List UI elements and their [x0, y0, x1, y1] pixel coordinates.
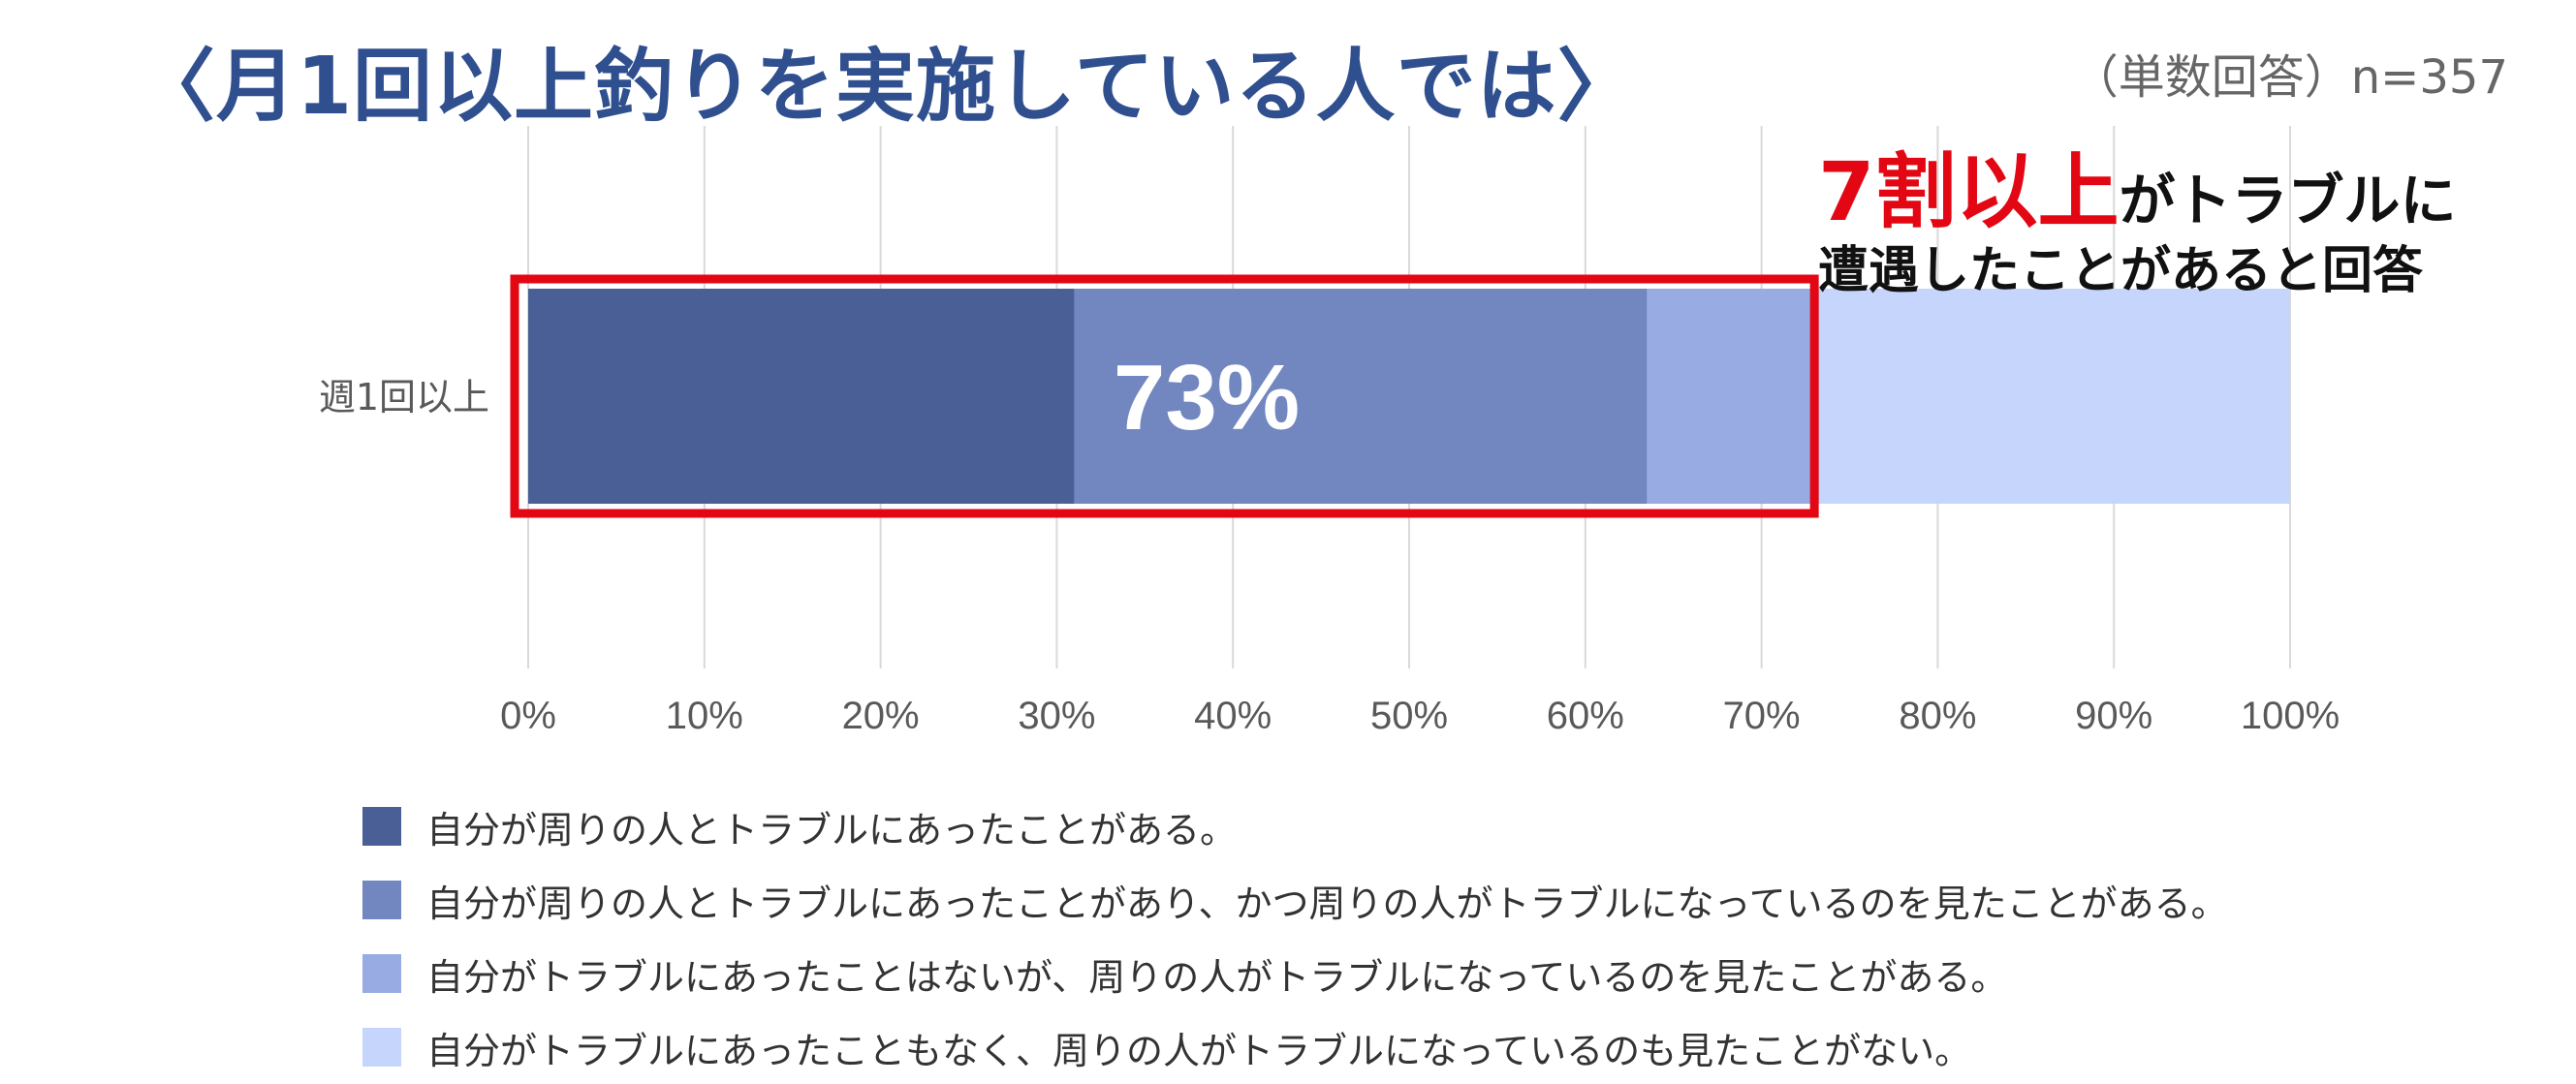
sample-size-note: （単数回答）n=357	[2071, 50, 2508, 105]
legend-label: 自分が周りの人とトラブルにあったことがあり、かつ周りの人がトラブルになっているの…	[426, 882, 2228, 925]
x-tick-label: 50%	[1370, 695, 1448, 737]
x-tick-label: 80%	[1899, 695, 1976, 737]
x-tick-label: 90%	[2075, 695, 2152, 737]
bar-segment-2	[1074, 289, 1648, 504]
x-axis-ticks: 0% 10% 20% 30% 40% 50% 60% 70% 80% 90% 100%	[500, 695, 2340, 737]
annotations: 73%	[510, 274, 1819, 518]
callout-annotation: 7割以上がトラブルに 遭遇したことがあると回答	[1818, 145, 2456, 300]
x-tick-label: 70%	[1723, 695, 1801, 737]
bar-segments	[528, 289, 2290, 504]
bar-segment-3	[1647, 289, 1815, 504]
callout-highlight: 7割以上	[1818, 144, 2120, 239]
legend-swatch	[362, 1028, 401, 1067]
category-label: 週1回以上	[319, 376, 489, 418]
legend-swatch	[362, 807, 401, 846]
legend-item: 自分がトラブルにあったことはないが、周りの人がトラブルになっているのを見たことが…	[362, 937, 2228, 1010]
x-tick-label: 10%	[666, 695, 743, 737]
highlight-box	[510, 274, 1819, 518]
x-tick-label: 30%	[1018, 695, 1095, 737]
legend-swatch	[362, 881, 401, 919]
total-percent-label: 73%	[1114, 346, 1300, 449]
x-tick-label: 60%	[1547, 695, 1624, 737]
stacked-bar-chart: 0% 10% 20% 30% 40% 50% 60% 70% 80% 90% 100% 週1回以上 …	[319, 126, 2340, 737]
legend-label: 自分が周りの人とトラブルにあったことがある。	[426, 808, 1238, 852]
legend-item: 自分がトラブルにあったこともなく、周りの人がトラブルになっているのも見たことがな…	[362, 1010, 2228, 1084]
legend: 自分が周りの人とトラブルにあったことがある。自分が周りの人とトラブルにあったこと…	[362, 790, 2228, 1084]
x-tick-label: 0%	[500, 695, 556, 737]
x-tick-label: 40%	[1194, 695, 1272, 737]
legend-label: 自分がトラブルにあったことはないが、周りの人がトラブルになっているのを見たことが…	[426, 955, 2008, 999]
callout-line2: 遭遇したことがあると回答	[1818, 241, 2424, 300]
x-tick-label: 100%	[2241, 695, 2340, 737]
legend-label: 自分がトラブルにあったこともなく、周りの人がトラブルになっているのも見たことがな…	[426, 1029, 1972, 1072]
y-axis-categories: 週1回以上	[319, 376, 489, 418]
callout-line1: がトラブルに	[2119, 168, 2457, 233]
chart-title: 〈月1回以上釣りを実施している人では〉	[136, 41, 1638, 133]
bar-segment-1	[528, 289, 1075, 504]
bar-segment-4	[1814, 289, 2290, 504]
legend-item: 自分が周りの人とトラブルにあったことがあり、かつ周りの人がトラブルになっているの…	[362, 863, 2228, 937]
x-tick-label: 20%	[842, 695, 920, 737]
legend-swatch	[362, 954, 401, 993]
legend-item: 自分が周りの人とトラブルにあったことがある。	[362, 790, 2228, 863]
